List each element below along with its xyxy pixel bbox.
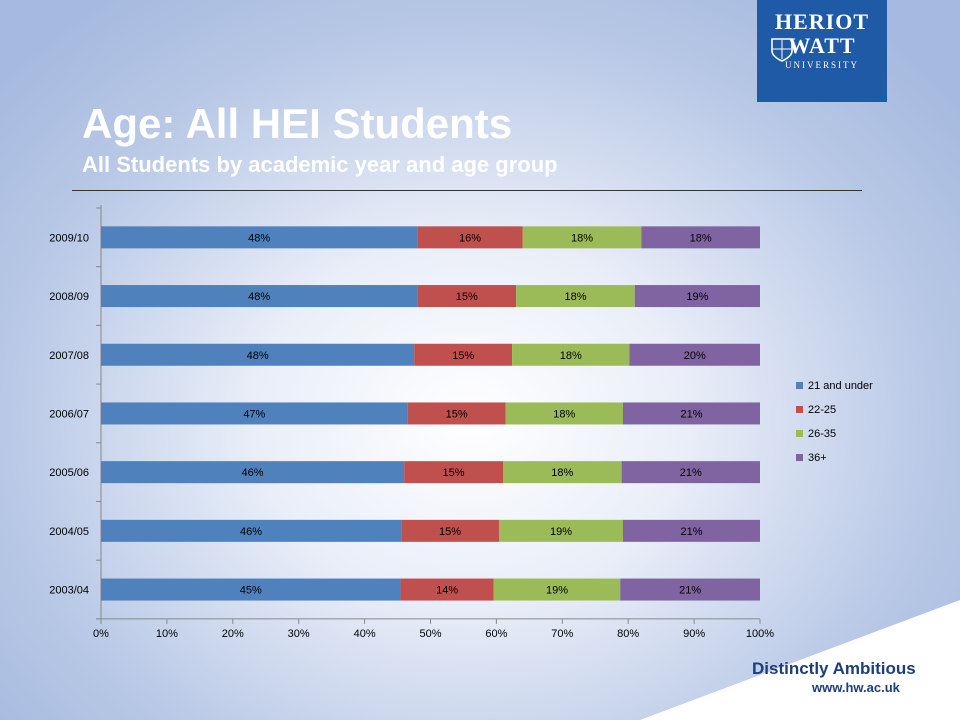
x-tick-label: 80% bbox=[617, 628, 639, 640]
bar-data-label: 19% bbox=[550, 526, 572, 538]
bar-data-label: 18% bbox=[690, 232, 712, 244]
x-tick-label: 50% bbox=[419, 628, 441, 640]
x-tick-label: 20% bbox=[222, 628, 244, 640]
category-label: 2009/10 bbox=[49, 232, 89, 244]
bar-segment bbox=[101, 461, 405, 484]
bar-data-label: 15% bbox=[439, 526, 461, 538]
bar-data-label: 18% bbox=[560, 350, 582, 362]
bar-data-label: 21% bbox=[680, 408, 702, 420]
bar-data-label: 45% bbox=[240, 585, 262, 597]
bar-data-label: 18% bbox=[553, 408, 575, 420]
bar-segment bbox=[621, 461, 760, 484]
tagline: Distinctly Ambitious bbox=[752, 659, 916, 678]
bar-segment bbox=[101, 578, 401, 601]
bar-segment bbox=[417, 285, 517, 308]
x-tick-label: 70% bbox=[551, 628, 573, 640]
bar-segment bbox=[622, 519, 760, 542]
x-tick-label: 90% bbox=[683, 628, 705, 640]
bar-segment bbox=[622, 402, 760, 425]
bar-segment bbox=[417, 226, 523, 249]
x-tick-label: 10% bbox=[156, 628, 178, 640]
logo-line-3: UNIVERSITY bbox=[785, 60, 859, 70]
logo-line-2: WATT bbox=[788, 33, 856, 58]
bar-data-label: 15% bbox=[446, 408, 468, 420]
bar-data-label: 20% bbox=[684, 350, 706, 362]
x-tick-label: 30% bbox=[288, 628, 310, 640]
category-label: 2005/06 bbox=[49, 467, 89, 479]
bar-segment bbox=[401, 519, 500, 542]
logo-line-1: HERIOT bbox=[774, 9, 870, 34]
bar-data-label: 14% bbox=[436, 585, 458, 597]
bar-data-label: 46% bbox=[242, 467, 264, 479]
bar-segment bbox=[634, 285, 760, 308]
bar-data-label: 46% bbox=[240, 526, 262, 538]
bar-segment bbox=[101, 402, 408, 425]
bar-data-label: 15% bbox=[452, 350, 474, 362]
legend-label: 26-35 bbox=[808, 428, 836, 440]
legend-swatch bbox=[796, 406, 803, 413]
bar-segment bbox=[101, 226, 418, 249]
bar-segment bbox=[493, 578, 621, 601]
legend-label: 21 and under bbox=[808, 380, 873, 392]
bar-segment bbox=[404, 461, 503, 484]
title-divider bbox=[72, 190, 862, 191]
crest-icon bbox=[771, 38, 793, 62]
bar-data-label: 15% bbox=[443, 467, 465, 479]
bar-segment bbox=[512, 343, 630, 366]
bar-segment bbox=[407, 402, 506, 425]
bar-data-label: 18% bbox=[551, 467, 573, 479]
bar-segment bbox=[101, 519, 402, 542]
bar-segment bbox=[629, 343, 760, 366]
bar-data-label: 47% bbox=[243, 408, 265, 420]
legend-swatch bbox=[796, 382, 803, 389]
bar-data-label: 18% bbox=[571, 232, 593, 244]
bar-segment bbox=[499, 519, 623, 542]
bar-data-label: 21% bbox=[680, 526, 702, 538]
bar-segment bbox=[414, 343, 513, 366]
slide-subtitle: All Students by academic year and age gr… bbox=[82, 152, 558, 177]
university-logo: HERIOT WATT UNIVERSITY bbox=[757, 0, 887, 102]
bar-segment bbox=[620, 578, 760, 601]
bar-segment bbox=[101, 285, 418, 308]
bar-segment bbox=[641, 226, 760, 249]
website-url: www.hw.ac.uk bbox=[812, 680, 900, 695]
legend-label: 22-25 bbox=[808, 404, 836, 416]
bar-segment bbox=[516, 285, 635, 308]
legend-swatch bbox=[796, 454, 803, 461]
bar-data-label: 19% bbox=[546, 585, 568, 597]
bar-data-label: 21% bbox=[680, 467, 702, 479]
bar-data-label: 19% bbox=[686, 291, 708, 303]
bar-data-label: 16% bbox=[459, 232, 481, 244]
bar-data-label: 21% bbox=[679, 585, 701, 597]
bar-segment bbox=[522, 226, 642, 249]
category-label: 2007/08 bbox=[49, 350, 89, 362]
x-tick-label: 40% bbox=[354, 628, 376, 640]
legend-swatch bbox=[796, 430, 803, 437]
x-tick-label: 100% bbox=[746, 628, 774, 640]
legend-label: 36+ bbox=[808, 452, 827, 464]
category-label: 2004/05 bbox=[49, 526, 89, 538]
bar-data-label: 48% bbox=[248, 232, 270, 244]
bar-segment bbox=[101, 343, 415, 366]
x-tick-label: 60% bbox=[485, 628, 507, 640]
bar-data-label: 48% bbox=[247, 350, 269, 362]
bar-data-label: 15% bbox=[456, 291, 478, 303]
slide-title: Age: All HEI Students bbox=[82, 100, 513, 147]
category-label: 2008/09 bbox=[49, 291, 89, 303]
bar-segment bbox=[502, 461, 622, 484]
x-tick-label: 0% bbox=[93, 628, 109, 640]
bar-segment bbox=[400, 578, 494, 601]
category-label: 2003/04 bbox=[49, 585, 89, 597]
category-label: 2006/07 bbox=[49, 408, 89, 420]
bar-data-label: 18% bbox=[564, 291, 586, 303]
bar-data-label: 48% bbox=[248, 291, 270, 303]
bar-segment bbox=[505, 402, 623, 425]
